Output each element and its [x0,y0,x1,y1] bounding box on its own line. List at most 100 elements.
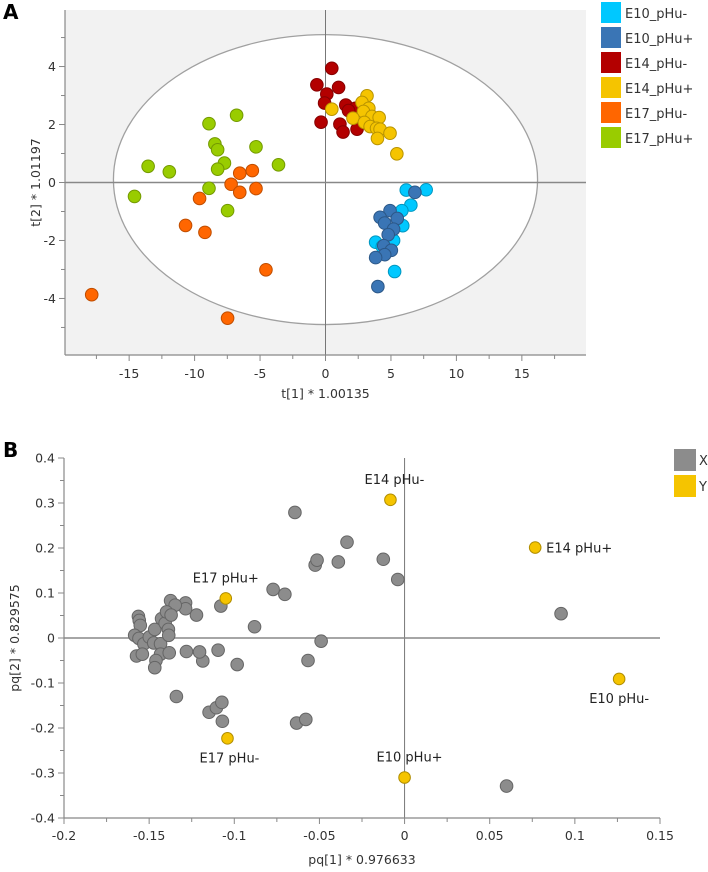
x-variable-point [230,657,244,672]
data-point-e17phuplus [127,189,142,204]
data-point-e17phuplus [249,140,263,154]
panel-label: A [3,0,19,24]
data-point-e14phuminus [331,80,346,95]
y-tick-label: -4 [44,291,57,306]
data-point-e17phuplus [220,203,235,218]
legend-label: E10_pHu+ [625,32,693,47]
x-variable-point [147,622,162,637]
legend-label: E14_pHu- [625,57,688,72]
x-variable-point [211,643,225,657]
y-variable-point [528,541,542,554]
y-tick-label: 0.2 [35,541,55,556]
y-tick-label: 2 [48,117,56,132]
y-tick-label: 0 [47,631,55,646]
legend-label: X [699,454,708,469]
y-tick-label: -0.1 [31,676,55,691]
score-plot-a: A -15 -10 -5 0 5 10 15 -4 -2 0 2 4 t[1] * 1.00135 t[2]… [3,0,693,401]
y-tick-label: 0.3 [35,496,55,511]
y-tick-label: -0.4 [31,811,55,826]
data-point-e17phuminus [232,185,247,200]
data-point-e17phuminus [198,225,212,240]
point-label: E10 pHu- [589,692,649,707]
x-variable-point [161,628,176,643]
y-tick-label: 4 [48,59,56,74]
data-point-e17phuminus [245,163,260,178]
data-point-e14phuplus [383,126,397,141]
x-variable-point [376,552,391,567]
legend-label: E17_pHu- [625,107,688,122]
data-point-e17phuminus [178,218,193,233]
y-variable-point [219,592,233,605]
x-tick-label: -0.15 [133,828,165,843]
data-point-e10phuminus [419,182,433,197]
y-tick-label: 0 [48,175,56,190]
data-point-e10phuminus [387,264,402,279]
point-label: E14 pHu- [365,473,425,488]
data-point-e17phuplus [271,158,286,172]
legend-label: Y [698,480,707,495]
data-point-e17phuplus [229,108,244,123]
y-variable-point [384,493,397,507]
x-variable-point [314,634,328,648]
legend-swatch [601,27,621,48]
y-variable-point [398,771,411,784]
x-axis-label: pq[1] * 0.976633 [308,852,415,867]
data-point-e14phuplus [390,146,404,161]
x-tick-label: -0.05 [303,828,335,843]
x-variable-point [164,608,178,622]
x-tick-label: 10 [448,366,464,381]
data-point-e14phuplus [346,111,360,125]
data-point-e17phuminus [224,177,238,192]
panel-label: B [3,438,18,462]
loading-plot-b: B -0.2 -0.15 -0.1 -0.05 0 0.05 0.1 0.15 0.4 0.3 0.2… [3,438,708,867]
legend-swatch [674,475,696,497]
x-variable-point [192,645,207,659]
x-variable-point [278,587,292,602]
data-point-e10phuplus [408,185,422,200]
x-tick-label: 0 [322,366,330,381]
x-variable-point [554,606,568,621]
legend-swatch [601,77,621,98]
point-label: E17 pHu- [200,751,260,766]
y-tick-label: -2 [44,233,56,248]
data-point-e17phuplus [162,164,177,179]
x-tick-label: 0.15 [646,828,674,843]
y-tick-label: 0.1 [35,586,55,601]
x-variable-point [247,619,262,634]
data-point-e17phuplus [141,159,155,174]
legend-label: E14_pHu+ [625,82,693,97]
data-point-e14phuminus [314,115,328,129]
data-point-e14phuplus [324,102,339,116]
x-variable-point [301,653,315,668]
x-variable-point [266,582,280,597]
y-variable-point [612,672,626,686]
x-variable-point [189,608,204,622]
x-variable-point [135,647,150,662]
point-label: E17 pHu+ [193,571,259,586]
x-tick-label: 0 [401,828,409,843]
x-tick-label: 5 [387,366,395,381]
x-tick-label: -15 [119,366,139,381]
legend-swatch [601,127,621,148]
x-variable-point [340,535,354,549]
y-axis-label: pq[2] * 0.829575 [7,584,22,691]
x-variable-point [288,505,302,520]
x-variable-point [147,660,162,675]
data-point-e17phuminus [84,287,99,302]
x-variable-point [179,644,194,659]
data-point-e17phuminus [249,181,263,196]
x-variable-point [390,572,405,587]
y-variable-point [221,732,234,745]
x-variable-point [162,646,177,660]
data-point-e17phuminus [232,166,247,181]
y-tick-label: -0.2 [31,721,55,736]
legend-label: E17_pHu+ [625,132,693,147]
data-point-e17phuplus [202,181,216,196]
point-label: E10 pHu+ [377,751,443,766]
data-point-e17phuminus [259,262,273,277]
legend-swatch [601,102,621,123]
data-point-e10phuplus [371,279,385,294]
data-point-e17phuplus [210,142,225,157]
data-point-e10phuplus [368,250,383,265]
